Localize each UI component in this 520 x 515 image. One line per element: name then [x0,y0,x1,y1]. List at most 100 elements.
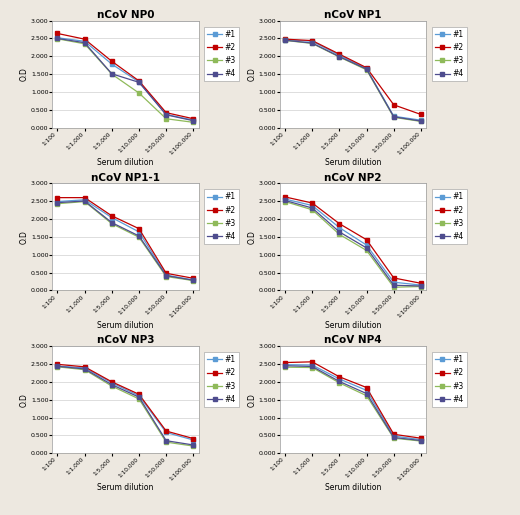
#2 [54,361,60,367]
#1 [363,66,370,72]
#4 [82,366,88,372]
#2 [54,30,60,37]
#4 [163,272,170,279]
#3 [363,67,370,73]
#1 [136,79,142,85]
#2 [418,280,424,286]
#3 [282,364,288,370]
X-axis label: Serum dilution: Serum dilution [97,321,153,330]
#1 [418,117,424,123]
#1 [136,229,142,235]
#1 [82,38,88,44]
#3 [54,364,60,370]
Line: #4: #4 [283,199,423,288]
Line: #3: #3 [283,39,423,123]
#2 [363,64,370,71]
#2 [363,384,370,390]
Line: #1: #1 [283,38,423,122]
#4 [190,442,197,448]
#4 [418,283,424,289]
Line: #2: #2 [56,32,195,121]
#1 [163,272,170,278]
Legend: #1, #2, #3, #4: #1, #2, #3, #4 [432,190,466,244]
#2 [136,78,142,84]
#4 [190,117,197,124]
#4 [282,197,288,203]
Line: #1: #1 [283,197,423,287]
Line: #3: #3 [56,365,195,448]
#1 [109,380,115,386]
#1 [309,202,315,209]
#4 [136,233,142,239]
#3 [391,114,397,121]
#2 [309,38,315,44]
#1 [336,225,343,231]
Line: #1: #1 [56,36,195,122]
#2 [109,213,115,219]
#1 [190,117,197,123]
#4 [54,199,60,205]
#3 [82,367,88,373]
Line: #3: #3 [56,200,195,282]
Y-axis label: O.D: O.D [248,230,256,244]
#2 [109,379,115,385]
#1 [190,437,197,443]
#1 [391,433,397,439]
#2 [391,431,397,437]
#3 [391,435,397,441]
Line: #2: #2 [56,196,195,280]
X-axis label: Serum dilution: Serum dilution [97,484,153,492]
#3 [109,220,115,227]
#4 [136,79,142,85]
#3 [163,116,170,122]
#1 [109,61,115,67]
#1 [418,437,424,443]
#4 [336,379,343,385]
#3 [309,365,315,371]
Line: #4: #4 [56,37,195,123]
Legend: #1, #2, #3, #4: #1, #2, #3, #4 [204,352,239,407]
#1 [282,37,288,43]
#1 [163,430,170,436]
#2 [363,237,370,243]
#2 [163,428,170,434]
#3 [136,396,142,402]
X-axis label: Serum dilution: Serum dilution [325,484,381,492]
#3 [418,438,424,444]
#2 [54,195,60,201]
#3 [282,198,288,204]
#4 [391,282,397,288]
#4 [309,364,315,370]
X-axis label: Serum dilution: Serum dilution [325,321,381,330]
Line: #1: #1 [56,198,195,282]
#4 [363,390,370,397]
#2 [336,220,343,227]
#1 [336,376,343,382]
#2 [282,359,288,366]
#2 [418,111,424,117]
Legend: #1, #2, #3, #4: #1, #2, #3, #4 [204,190,239,244]
X-axis label: Serum dilution: Serum dilution [325,158,381,167]
#2 [391,275,397,281]
#2 [190,436,197,442]
#1 [391,279,397,285]
Line: #4: #4 [56,365,195,447]
#2 [136,226,142,232]
#3 [336,380,343,386]
Line: #4: #4 [56,199,195,282]
#3 [336,231,343,237]
#4 [109,71,115,77]
#1 [391,113,397,119]
#2 [282,36,288,42]
Line: #1: #1 [56,365,195,442]
#2 [82,364,88,370]
#3 [54,36,60,42]
Line: #2: #2 [283,360,423,440]
#3 [391,284,397,290]
Line: #1: #1 [283,363,423,441]
#4 [363,245,370,251]
#2 [82,195,88,201]
#4 [336,54,343,60]
#4 [136,394,142,400]
#3 [190,443,197,449]
